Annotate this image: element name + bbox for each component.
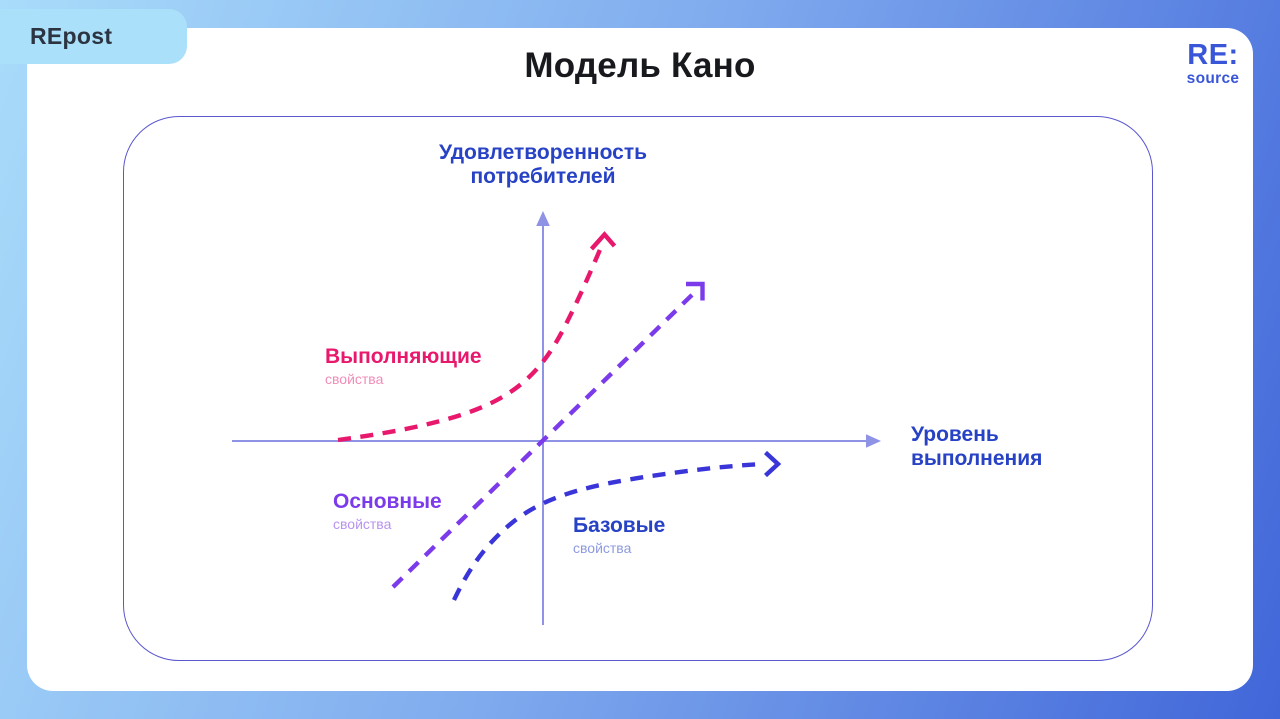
y-axis-label-line2: потребителей (470, 165, 616, 189)
resource-logo-top: RE: (1187, 39, 1239, 71)
one-dimensional-curve-label-sub: свойства (333, 516, 392, 532)
repost-logo-badge: REpost (0, 9, 187, 64)
y-axis-label: Удовлетворенность потребителей (430, 141, 656, 190)
y-axis-label-line1: Удовлетворенность (438, 141, 648, 164)
one-dimensional-curve-label-main: Основные (333, 490, 442, 513)
must-be-curve-label: Базовые свойства (573, 515, 665, 555)
x-axis-label-line1: Уровень (911, 423, 999, 446)
page-title: Модель Кано (524, 46, 756, 85)
x-axis-label-line2: выполнения (911, 447, 1043, 471)
x-axis-label: Уровень выполнения (911, 423, 1042, 472)
kano-diagram-frame (123, 116, 1153, 661)
must-be-curve-label-main: Базовые (573, 514, 666, 537)
performance-curve-label: Выполняющие свойства (325, 346, 482, 386)
resource-logo-bottom: source (1186, 70, 1240, 87)
performance-curve-label-sub: свойства (325, 371, 384, 387)
must-be-curve-label-sub: свойства (573, 540, 632, 556)
performance-curve-label-main: Выполняющие (325, 345, 482, 368)
one-dimensional-curve-label: Основные свойства (333, 491, 442, 531)
resource-logo: RE: source (1178, 39, 1248, 88)
repost-logo-label: REpost (30, 23, 113, 49)
